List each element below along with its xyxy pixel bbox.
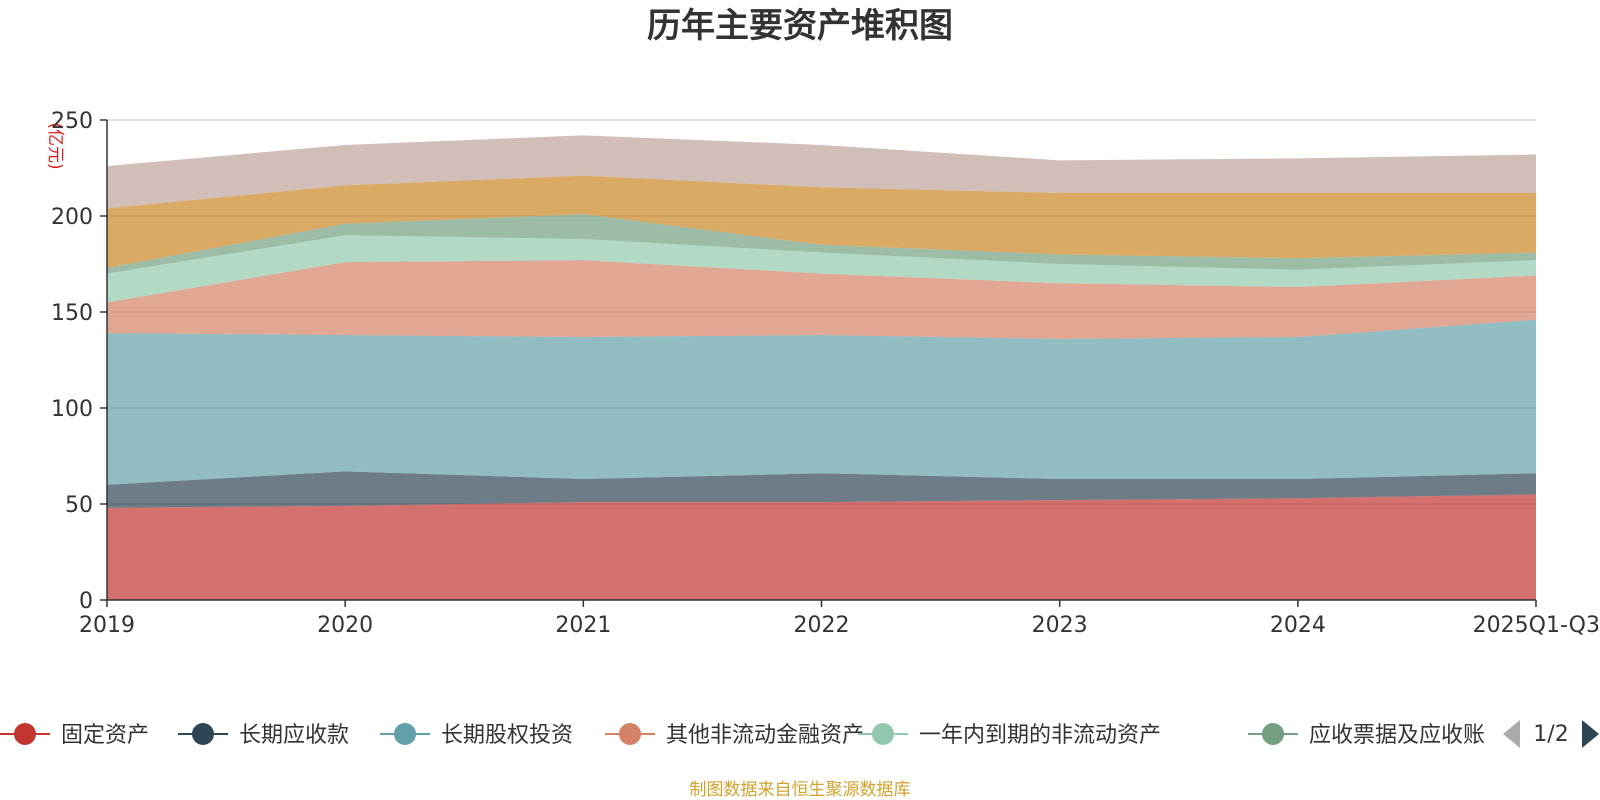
legend-page-indicator: 1/2 bbox=[1533, 722, 1568, 747]
y-axis-unit-label: (亿元) bbox=[45, 122, 65, 169]
y-tick-label: 100 bbox=[51, 397, 93, 422]
axes: 0 50 100 150 200 250 2019 2020 2021 2022 2023 2024 2… bbox=[51, 109, 1600, 638]
area-series-group bbox=[107, 135, 1536, 600]
legend-item[interactable]: 固定资产 bbox=[0, 723, 149, 748]
legend-label: 应收票据及应收账款 bbox=[1309, 723, 1507, 748]
y-tick-label: 50 bbox=[65, 493, 93, 518]
legend-marker-icon bbox=[192, 723, 214, 745]
legend-marker-icon bbox=[14, 723, 36, 745]
data-source-note: 制图数据来自恒生聚源数据库 bbox=[690, 780, 911, 800]
legend-label: 固定资产 bbox=[61, 723, 149, 748]
area-series-8 bbox=[107, 135, 1536, 209]
y-tick-label: 0 bbox=[79, 589, 93, 614]
x-tick-label: 2022 bbox=[794, 613, 850, 638]
legend-label: 长期股权投资 bbox=[441, 723, 573, 748]
y-tick-label: 150 bbox=[51, 301, 93, 326]
chart-title: 历年主要资产堆积图 bbox=[647, 6, 953, 46]
x-tick-label: 2024 bbox=[1270, 613, 1326, 638]
area-series-3 bbox=[107, 319, 1536, 485]
x-tick-label: 2025Q1-Q3 bbox=[1473, 613, 1600, 638]
legend-prev-arrow-icon[interactable] bbox=[1503, 720, 1520, 748]
y-tick-label: 250 bbox=[51, 109, 93, 134]
legend-marker-icon bbox=[394, 723, 416, 745]
area-series-4 bbox=[107, 260, 1536, 339]
area-series-1 bbox=[107, 494, 1536, 600]
legend-item[interactable]: 长期股权投资 bbox=[380, 723, 573, 748]
legend-marker-icon bbox=[619, 723, 641, 745]
legend-label: 一年内到期的非流动资产 bbox=[919, 723, 1161, 748]
x-tick-label: 2023 bbox=[1032, 613, 1088, 638]
legend-item[interactable]: 其他非流动金融资产 bbox=[605, 723, 864, 748]
legend-next-arrow-icon[interactable] bbox=[1582, 720, 1599, 748]
area-series-2 bbox=[107, 471, 1536, 508]
legend[interactable]: 固定资产 长期应收款 长期股权投资 其他非流动金融资产 一年内到期的非流动资产 应收票据及… bbox=[0, 723, 1507, 748]
area-series-5 bbox=[107, 235, 1536, 303]
x-tick-label: 2019 bbox=[79, 613, 135, 638]
x-tick-label: 2020 bbox=[317, 613, 373, 638]
legend-item[interactable]: 一年内到期的非流动资产 bbox=[858, 723, 1161, 748]
legend-marker-icon bbox=[1262, 723, 1284, 745]
area-series-7 bbox=[107, 175, 1536, 268]
x-tick-label: 2021 bbox=[555, 613, 611, 638]
legend-marker-icon bbox=[872, 723, 894, 745]
legend-item[interactable]: 应收票据及应收账款 bbox=[1248, 723, 1507, 748]
y-tick-label: 200 bbox=[51, 205, 93, 230]
legend-label: 长期应收款 bbox=[239, 723, 349, 748]
area-series-6 bbox=[107, 214, 1536, 274]
legend-item[interactable]: 长期应收款 bbox=[178, 723, 349, 748]
legend-label: 其他非流动金融资产 bbox=[666, 723, 864, 748]
